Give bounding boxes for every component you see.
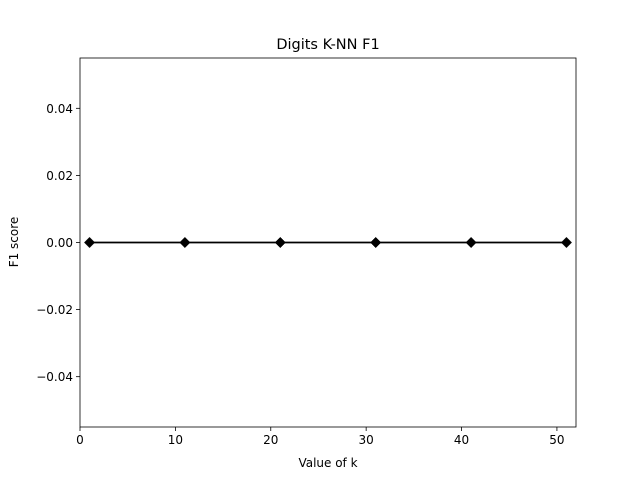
x-tick-label: 30 <box>359 433 374 447</box>
y-tick-label: 0.02 <box>46 169 73 183</box>
chart-title: Digits K-NN F1 <box>276 37 379 53</box>
x-tick-label: 0 <box>76 433 84 447</box>
data-point-marker <box>83 236 96 249</box>
axes-frame <box>79 57 577 428</box>
data-point-marker <box>465 236 477 249</box>
x-axis-label: Value of k <box>298 456 357 470</box>
x-tick-label: 50 <box>549 433 564 447</box>
y-tick-label: 0.04 <box>46 102 73 116</box>
data-point-marker <box>179 236 191 249</box>
x-tick-label: 10 <box>168 433 183 447</box>
data-point-marker <box>560 236 573 249</box>
y-tick-label: −0.02 <box>36 303 73 317</box>
y-axis-label: F1 score <box>7 217 21 268</box>
data-point-marker <box>370 236 382 249</box>
plot-area: 0 10 20 30 40 50 −0.04 −0.02 0.00 0.02 0.04 <box>36 57 577 447</box>
y-tick-label: 0.00 <box>46 236 73 250</box>
data-point-marker <box>274 236 286 249</box>
x-tick-label: 20 <box>263 433 278 447</box>
x-tick-label: 40 <box>454 433 469 447</box>
y-tick-label: −0.04 <box>36 370 73 384</box>
